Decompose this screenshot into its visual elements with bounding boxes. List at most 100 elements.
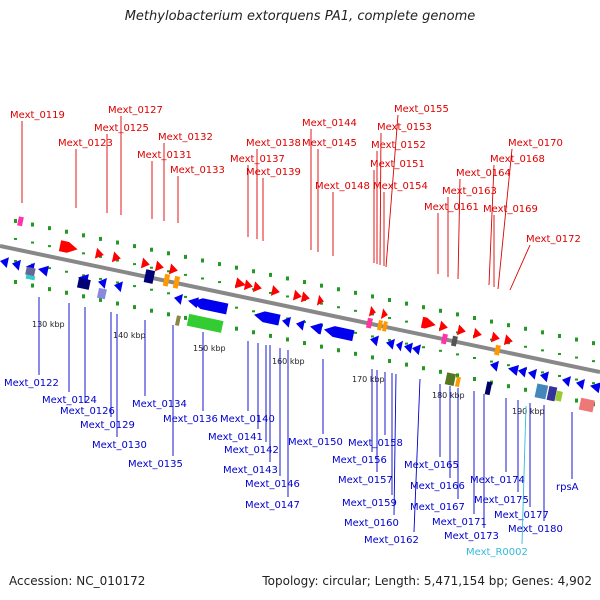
track-tick [405,342,408,345]
forward-gene-arrow [420,316,436,329]
reverse-gene-label: Mext_0174 [470,475,525,486]
forward-gene-label: Mext_0155 [394,104,449,115]
forward-leader-line [457,178,461,280]
track-tick [31,241,34,244]
track-tick [14,237,17,240]
reverse-gene-label: Mext_0157 [338,475,393,486]
gene-block [25,266,36,277]
forward-gene-arrow [292,289,302,301]
track-tick [388,317,391,320]
forward-gene-arrow [368,305,376,317]
reverse-gene-label: Mext_0135 [128,459,183,470]
forward-gene-label: Mext_0169 [483,204,538,215]
kbp-label: 170 kbp [352,375,385,384]
forward-gene-arrow [316,294,324,306]
kbp-label: 190 kbp [512,407,545,416]
track-tick [82,233,85,238]
forward-gene-label: Mext_0164 [456,168,511,179]
reverse-gene-arrow [490,360,499,372]
track-tick [303,321,306,324]
gene-block [186,313,224,333]
track-tick [371,294,374,299]
track-tick [439,308,442,313]
forward-gene-label: Mext_0145 [302,138,357,149]
forward-gene-arrow [111,251,121,263]
track-tick [184,273,187,276]
track-tick [388,359,391,364]
forward-gene-label: Mext_0133 [170,165,225,176]
track-tick [524,345,527,348]
gene-block [454,376,461,388]
reverse-leader-line [413,378,421,533]
reverse-leader-line [393,373,397,516]
track-tick [405,320,408,323]
track-tick [201,258,204,263]
forward-gene-label: Mext_0138 [246,138,301,149]
track-tick [405,362,408,367]
gene-block [143,269,156,284]
reverse-gene-label: Mext_0141 [208,432,263,443]
forward-gene-arrow [472,327,482,339]
forward-gene-arrow [140,257,150,269]
reverse-gene-label: Mext_0147 [245,500,300,511]
track-tick [337,287,340,292]
rna-feature-block [25,274,36,281]
track-tick [456,312,459,317]
reverse-gene-arrow [296,319,305,331]
track-tick [524,387,527,392]
track-tick [490,360,493,363]
track-tick [65,270,68,273]
track-tick [167,292,170,295]
forward-leader-line [379,132,382,266]
track-tick [116,240,119,245]
gene-block [96,287,107,300]
gene-block [172,275,181,289]
reverse-gene-arrow [174,294,183,305]
reverse-gene-label: Mext_0177 [494,510,549,521]
track-tick [218,262,221,267]
track-tick [405,301,408,306]
reverse-gene-label: Mext_0167 [410,502,465,513]
track-tick [82,252,85,255]
forward-leader-line [385,114,399,268]
track-tick [133,244,136,249]
kbp-label: 130 kbp [32,320,65,329]
track-tick [575,337,578,342]
track-tick [116,281,119,284]
track-tick [592,341,595,346]
reverse-gene-label: Mext_0165 [404,460,459,471]
track-tick [320,302,323,305]
forward-gene-arrow [456,324,466,336]
track-tick [269,272,272,277]
reverse-gene-arrow [38,265,49,277]
track-tick [371,335,374,338]
track-tick [524,326,527,331]
track-tick [184,295,187,298]
track-tick [167,270,170,273]
rna-leader-line [521,405,527,545]
gene-block [174,315,181,326]
reverse-gene-arrow [282,316,291,328]
gene-block [381,321,388,332]
track-tick [65,290,68,295]
track-tick [286,337,289,342]
track-tick [48,267,51,270]
gene-block [76,277,91,290]
track-tick [65,229,68,234]
track-tick [303,280,306,285]
reverse-gene-arrow [396,340,404,352]
track-tick [439,349,442,352]
forward-gene-label: Mext_0132 [158,132,213,143]
kbp-label: 180 kbp [432,391,465,400]
track-tick [201,277,204,280]
track-tick [558,333,561,338]
forward-gene-arrow [490,331,500,343]
track-tick [354,331,357,334]
reverse-gene-arrow [324,326,355,342]
reverse-gene-arrow [386,338,395,350]
track-tick [388,298,391,303]
gene-block [534,383,549,400]
track-tick [286,295,289,298]
track-tick [507,364,510,367]
forward-gene-label: Mext_0152 [371,140,426,151]
